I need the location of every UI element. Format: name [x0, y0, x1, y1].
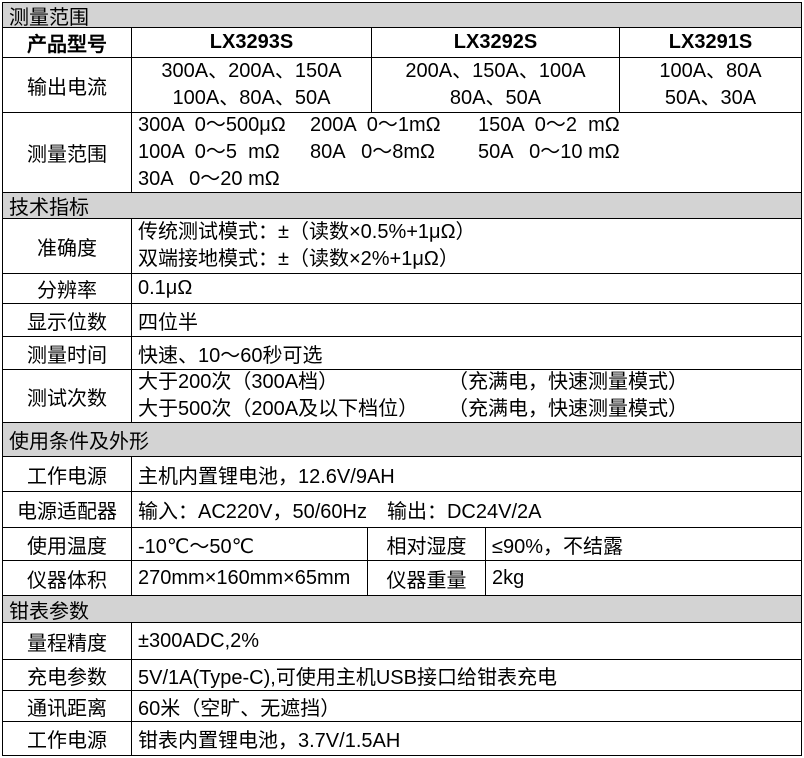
row-output-current: 输出电流 300A、200A、150A 100A、80A、50A 200A、15…: [3, 58, 801, 113]
row-test-count: 测试次数 大于200次（300A档） （充满电，快速测量模式） 大于500次（2…: [3, 370, 801, 423]
row-host-power: 工作电源 主机内置锂电池，12.6V/9AH: [3, 457, 801, 492]
row-clamp-power: 工作电源 钳表内置锂电池，3.7V/1.5AH: [3, 722, 801, 755]
instrument-weight-label: 仪器重量: [368, 561, 486, 595]
row-instrument-size: 仪器体积 270mm×160mm×65mm 仪器重量 2kg: [3, 561, 801, 596]
row-accuracy: 准确度 传统测试模式：±（读数×0.5%+1μΩ） 双端接地模式：±（读数×2%…: [3, 219, 801, 274]
resolution-label: 分辨率: [3, 274, 132, 303]
instrument-size-label: 仪器体积: [3, 561, 132, 595]
section-header-measure-range-label: 测量范围: [9, 6, 89, 29]
power-adapter-value: 输入：AC220V，50/60Hz 输出：DC24V/2A: [138, 501, 542, 523]
output-current-lx3292s: 200A、150A、100A 80A、50A: [372, 58, 620, 112]
measure-range-values: 300A 0～500μΩ 200A 0～1mΩ 150A 0～2 mΩ 100A…: [132, 113, 801, 192]
row-range-accuracy: 量程精度 ±300ADC,2%: [3, 623, 801, 660]
measure-range-line1: 300A 0～500μΩ 200A 0～1mΩ 150A 0～2 mΩ: [138, 114, 620, 136]
accuracy-values: 传统测试模式：±（读数×0.5%+1μΩ） 双端接地模式：±（读数×2%+1μΩ…: [132, 219, 801, 273]
row-comm-distance: 通讯距离 60米（空旷、无遮挡）: [3, 691, 801, 722]
display-digits-value: 四位半: [138, 311, 198, 334]
test-count-values: 大于200次（300A档） （充满电，快速测量模式） 大于500次（200A及以…: [132, 370, 801, 422]
output-current-lx3293s-line2: 100A、80A、50A: [172, 87, 331, 109]
instrument-size-value: 270mm×160mm×65mm: [132, 561, 368, 595]
row-operating-temp: 使用温度 -10℃～50℃ 相对湿度 ≤90%，不结露: [3, 528, 801, 561]
measure-range-label: 测量范围: [3, 113, 132, 192]
host-power-label: 工作电源: [3, 457, 132, 491]
output-current-lx3291s-line1: 100A、80A: [659, 60, 762, 82]
section-header-conditions-label: 使用条件及外形: [9, 431, 149, 453]
output-current-lx3292s-line1: 200A、150A、100A: [405, 60, 586, 82]
output-current-label: 输出电流: [3, 58, 132, 112]
measure-time-label: 测量时间: [3, 337, 132, 369]
section-header-conditions: 使用条件及外形: [3, 423, 801, 457]
instrument-weight-value: 2kg: [492, 566, 525, 589]
row-charge-params: 充电参数 5V/1A(Type-C),可使用主机USB接口给钳表充电: [3, 660, 801, 691]
operating-temp-value: -10℃～50℃: [132, 528, 368, 560]
comm-distance-value: 60米（空旷、无遮挡）: [138, 697, 341, 720]
host-power-value: 主机内置锂电池，12.6V/9AH: [138, 465, 395, 488]
section-header-measure-range: 测量范围: [3, 3, 801, 29]
comm-distance-label: 通讯距离: [3, 691, 132, 721]
test-count-line2: 大于500次（200A及以下档位） （充满电，快速测量模式）: [138, 398, 688, 420]
test-count-label: 测试次数: [3, 370, 132, 422]
section-header-tech-specs: 技术指标: [3, 193, 801, 219]
humidity-label: 相对湿度: [368, 528, 486, 560]
accuracy-line2: 双端接地模式：±（读数×2%+1μΩ）: [138, 248, 459, 270]
measure-time-value: 快速、10～60秒可选: [138, 344, 323, 367]
row-product-model: 产品型号 LX3293S LX3292S LX3291S: [3, 28, 801, 58]
output-current-lx3291s-line2: 50A、30A: [664, 87, 757, 109]
charge-params-label: 充电参数: [3, 660, 132, 690]
row-measure-time: 测量时间 快速、10～60秒可选: [3, 337, 801, 370]
measure-range-line3: 30A 0～20 mΩ: [138, 168, 280, 190]
model-lx3293s: LX3293S: [132, 28, 372, 57]
row-measure-range: 测量范围 300A 0～500μΩ 200A 0～1mΩ 150A 0～2 mΩ…: [3, 113, 801, 193]
row-resolution: 分辨率 0.1μΩ: [3, 274, 801, 304]
output-current-lx3293s: 300A、200A、150A 100A、80A、50A: [132, 58, 372, 112]
charge-params-value: 5V/1A(Type-C),可使用主机USB接口给钳表充电: [138, 666, 557, 689]
range-accuracy-label: 量程精度: [3, 623, 132, 659]
output-current-lx3291s: 100A、80A 50A、30A: [620, 58, 801, 112]
power-adapter-label: 电源适配器: [3, 492, 132, 527]
section-header-tech-specs-label: 技术指标: [9, 197, 89, 219]
row-power-adapter: 电源适配器 输入：AC220V，50/60Hz 输出：DC24V/2A: [3, 492, 801, 528]
operating-temp-label: 使用温度: [3, 528, 132, 560]
test-count-line1: 大于200次（300A档） （充满电，快速测量模式）: [138, 371, 688, 393]
product-model-label: 产品型号: [3, 28, 132, 57]
model-lx3292s: LX3292S: [372, 28, 620, 57]
section-header-clamp-params: 钳表参数: [3, 596, 801, 623]
section-header-clamp-params-label: 钳表参数: [9, 600, 89, 623]
clamp-power-label: 工作电源: [3, 722, 132, 755]
humidity-value: ≤90%，不结露: [492, 535, 624, 558]
accuracy-line1: 传统测试模式：±（读数×0.5%+1μΩ）: [138, 221, 476, 243]
model-lx3291s: LX3291S: [668, 31, 753, 53]
accuracy-label: 准确度: [3, 219, 132, 273]
measure-range-line2: 100A 0～5 mΩ 80A 0～8mΩ 50A 0～10 mΩ: [138, 141, 620, 163]
display-digits-label: 显示位数: [3, 304, 132, 336]
range-accuracy-value: ±300ADC,2%: [138, 629, 260, 652]
output-current-lx3292s-line2: 80A、50A: [449, 87, 542, 109]
clamp-power-value: 钳表内置锂电池，3.7V/1.5AH: [138, 730, 401, 752]
output-current-lx3293s-line1: 300A、200A、150A: [161, 60, 342, 82]
resolution-value: 0.1μΩ: [138, 277, 193, 299]
row-display-digits: 显示位数 四位半: [3, 304, 801, 337]
